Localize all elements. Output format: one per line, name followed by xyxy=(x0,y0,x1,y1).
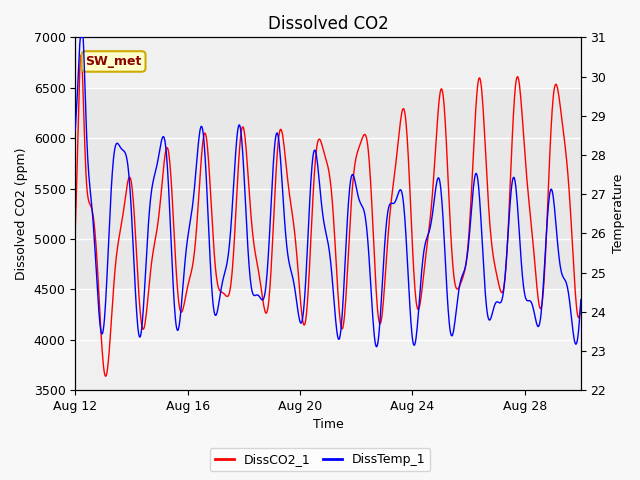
DissCO2_1 xyxy=(77,52,84,58)
DissTemp_1 xyxy=(453,300,461,306)
DissCO2_1 xyxy=(509,123,516,129)
Text: SW_met: SW_met xyxy=(85,55,142,68)
DissCO2_1 xyxy=(453,286,461,292)
Line: DissTemp_1: DissTemp_1 xyxy=(76,37,581,347)
Y-axis label: Temperature: Temperature xyxy=(612,174,625,253)
DissCO2_1 xyxy=(102,373,109,379)
X-axis label: Time: Time xyxy=(313,419,344,432)
DissTemp_1 xyxy=(577,297,585,302)
DissTemp_1 xyxy=(433,182,440,188)
DissCO2_1 xyxy=(127,180,135,186)
DissCO2_1 xyxy=(204,151,212,156)
DissCO2_1 xyxy=(72,227,79,233)
Title: Dissolved CO2: Dissolved CO2 xyxy=(268,15,388,33)
DissTemp_1 xyxy=(127,201,135,207)
DissTemp_1 xyxy=(77,35,84,40)
DissTemp_1 xyxy=(72,127,79,133)
DissCO2_1 xyxy=(289,212,296,217)
Y-axis label: Dissolved CO2 (ppm): Dissolved CO2 (ppm) xyxy=(15,147,28,280)
Bar xyxy=(76,88,581,289)
DissCO2_1 xyxy=(433,134,440,140)
Legend: DissCO2_1, DissTemp_1: DissCO2_1, DissTemp_1 xyxy=(210,448,430,471)
Line: DissCO2_1: DissCO2_1 xyxy=(76,55,581,376)
DissTemp_1 xyxy=(204,199,211,205)
DissCO2_1 xyxy=(577,302,585,308)
DissTemp_1 xyxy=(509,176,516,182)
DissTemp_1 xyxy=(288,271,296,276)
DissTemp_1 xyxy=(373,344,381,349)
